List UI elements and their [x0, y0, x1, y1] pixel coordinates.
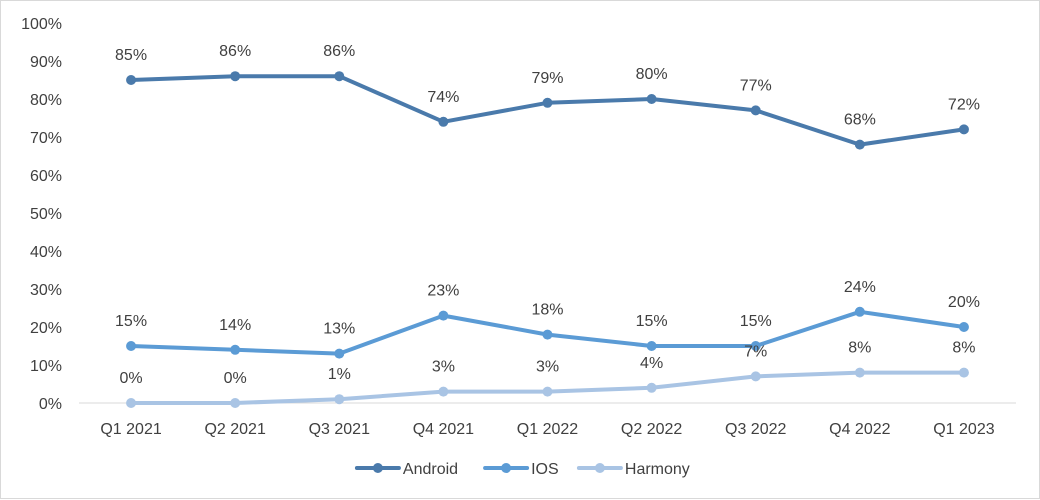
legend-marker-dot	[501, 463, 512, 473]
y-tick-label: 30%	[30, 282, 62, 299]
y-tick-label: 60%	[30, 168, 62, 185]
y-tick-label: 90%	[30, 54, 62, 71]
data-label-android: 86%	[219, 43, 251, 60]
data-label-harmony: 1%	[328, 366, 351, 383]
data-point-android	[438, 116, 449, 127]
data-point-harmony	[438, 386, 449, 397]
data-label-harmony: 7%	[744, 343, 767, 360]
data-point-ios	[750, 341, 761, 351]
data-point-harmony	[542, 386, 553, 397]
x-tick-label: Q4 2021	[413, 421, 474, 438]
y-tick-label: 40%	[30, 244, 62, 261]
x-tick-label: Q2 2022	[621, 421, 682, 438]
legend-marker-dot	[372, 463, 383, 473]
data-point-android	[542, 97, 553, 108]
data-label-harmony: 8%	[952, 340, 975, 357]
data-label-harmony: 3%	[432, 359, 455, 376]
y-tick-label: 10%	[30, 358, 62, 375]
x-tick-label: Q3 2021	[309, 421, 370, 438]
data-label-ios: 15%	[740, 313, 772, 330]
data-label-harmony: 0%	[224, 370, 247, 387]
series-points	[126, 71, 969, 408]
y-tick-label: 80%	[30, 92, 62, 109]
data-point-harmony	[958, 367, 969, 378]
y-tick-label: 70%	[30, 130, 62, 147]
data-label-ios: 15%	[115, 313, 147, 330]
data-point-harmony	[334, 394, 345, 405]
data-point-ios	[958, 322, 969, 332]
data-point-harmony	[126, 398, 137, 408]
data-point-harmony	[750, 371, 761, 382]
data-label-harmony: 8%	[848, 340, 871, 357]
x-tick-label: Q1 2021	[100, 421, 161, 438]
legend-label: Android	[403, 461, 458, 478]
data-label-android: 72%	[948, 96, 980, 113]
data-label-ios: 13%	[323, 321, 355, 338]
data-label-ios: 14%	[219, 317, 251, 334]
data-point-harmony	[854, 367, 865, 378]
data-point-android	[958, 124, 969, 135]
data-label-ios: 23%	[427, 283, 459, 300]
data-label-harmony: 4%	[640, 355, 663, 372]
data-point-android	[854, 139, 865, 150]
data-point-android	[750, 105, 761, 116]
data-point-ios	[334, 348, 345, 359]
data-point-ios	[126, 341, 137, 351]
data-label-android: 80%	[636, 66, 668, 83]
data-label-ios: 24%	[844, 279, 876, 296]
data-point-harmony	[646, 382, 657, 393]
series-lines	[129, 74, 966, 405]
y-tick-label: 100%	[21, 16, 62, 33]
data-point-ios	[230, 344, 241, 355]
data-label-ios: 18%	[531, 302, 563, 319]
legend-label: IOS	[531, 461, 559, 478]
y-tick-label: 0%	[39, 396, 62, 413]
x-tick-label: Q3 2022	[725, 421, 786, 438]
data-point-ios	[646, 341, 657, 351]
y-tick-label: 20%	[30, 320, 62, 337]
x-tick-label: Q1 2023	[933, 421, 994, 438]
y-axis-ticks: 0% 10% 20% 30% 40% 50% 60% 70% 80% 90% 100%	[21, 16, 62, 413]
x-tick-label: Q4 2022	[829, 421, 890, 438]
data-label-android: 85%	[115, 47, 147, 64]
data-point-ios	[438, 310, 449, 321]
data-label-ios: 20%	[948, 294, 980, 311]
data-label-android: 74%	[427, 89, 459, 106]
x-tick-label: Q2 2021	[204, 421, 265, 438]
data-label-harmony: 0%	[119, 370, 142, 387]
data-label-android: 68%	[844, 112, 876, 129]
data-point-ios	[542, 329, 553, 340]
legend-item-ios: IOS	[483, 461, 559, 478]
data-label-harmony: 3%	[536, 359, 559, 376]
data-point-android	[646, 94, 657, 104]
data-point-android	[230, 71, 241, 82]
data-label-android: 77%	[740, 77, 772, 94]
data-labels: 85% 86% 86% 74% 79% 80% 77% 68% 72% 15% 14% 13% 23% 1…	[115, 43, 980, 387]
y-tick-label: 50%	[30, 206, 62, 223]
legend-marker-dot	[594, 463, 605, 473]
data-label-android: 86%	[323, 43, 355, 60]
x-tick-label: Q1 2022	[517, 421, 578, 438]
legend-item-android: Android	[354, 461, 458, 478]
legend: Android IOS Harmony	[354, 461, 690, 478]
x-axis-ticks: Q1 2021 Q2 2021 Q3 2021 Q4 2021 Q1 2022 Q2 20…	[100, 421, 994, 438]
data-point-android	[334, 71, 345, 82]
data-point-harmony	[230, 398, 241, 408]
data-point-android	[126, 75, 137, 85]
legend-label: Harmony	[625, 461, 690, 478]
data-point-ios	[854, 306, 865, 317]
data-label-android: 79%	[531, 70, 563, 87]
data-label-ios: 15%	[636, 313, 668, 330]
legend-item-harmony: Harmony	[576, 461, 690, 478]
